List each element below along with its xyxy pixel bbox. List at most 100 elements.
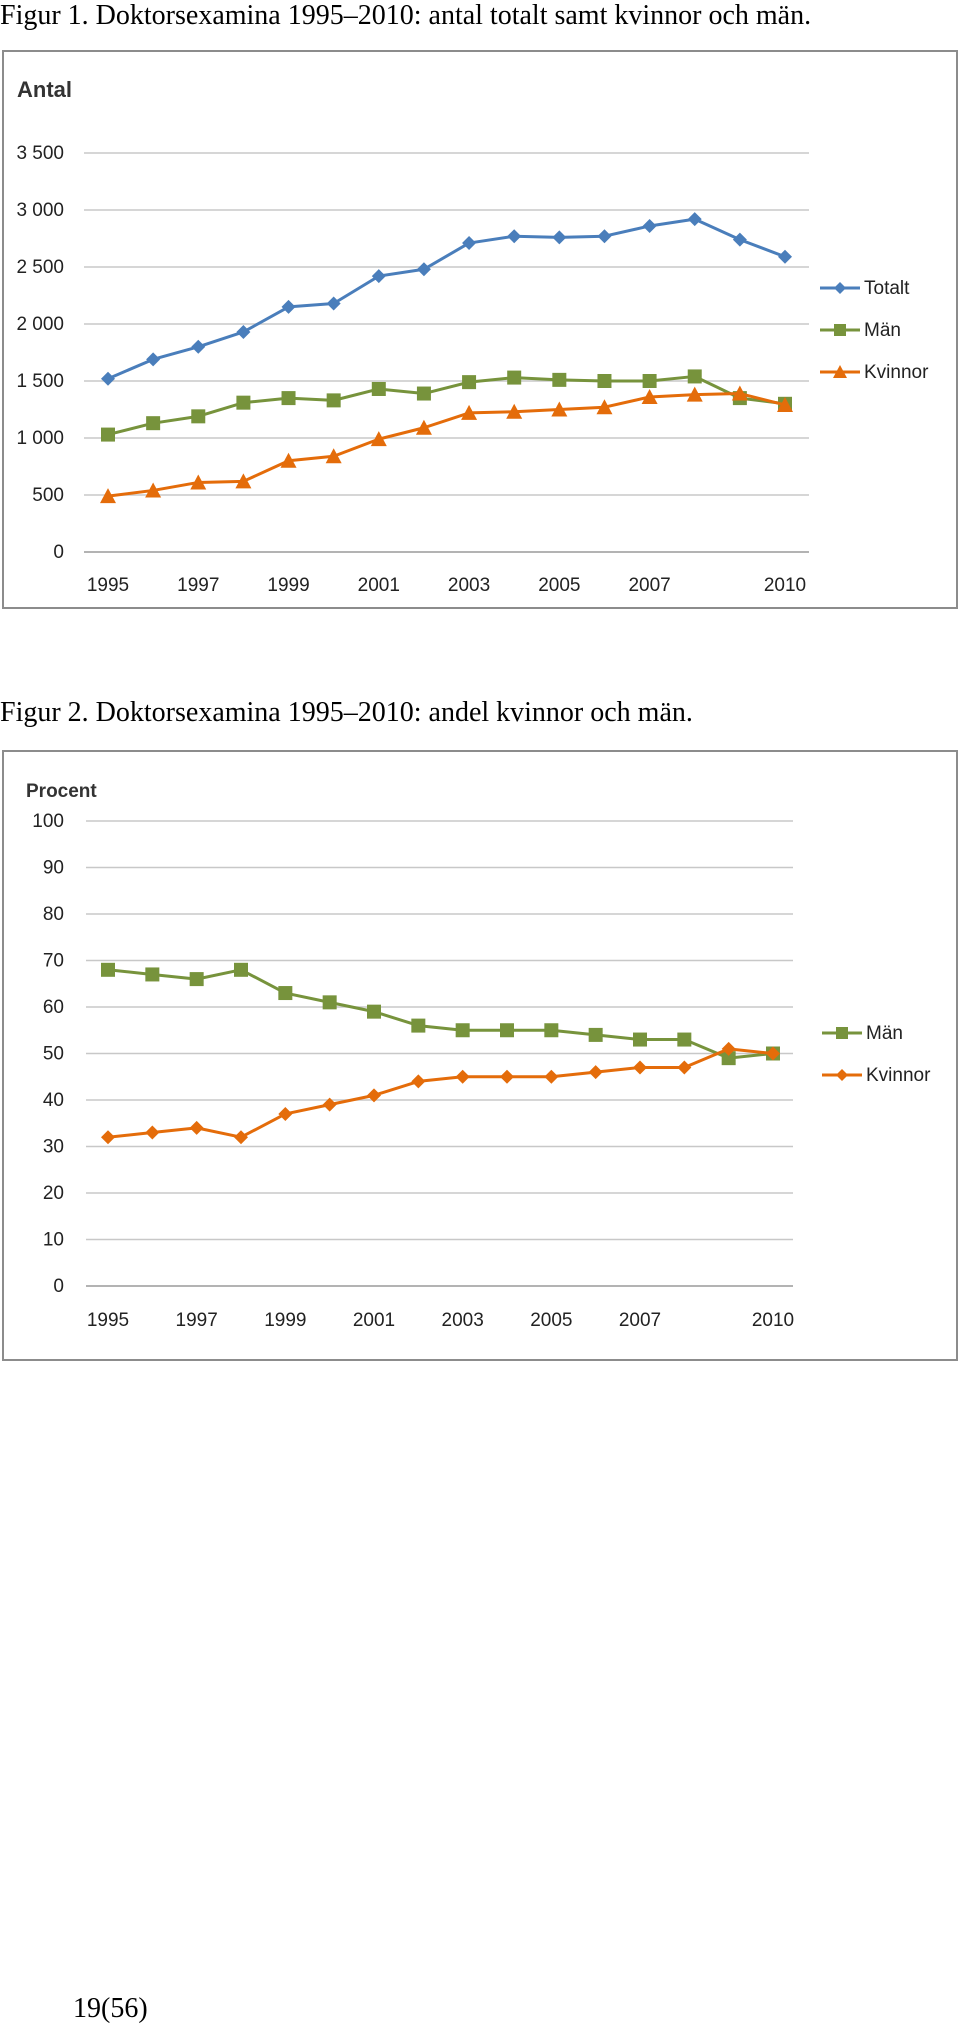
- figure-2-series-kvinnor-point: [322, 1097, 337, 1112]
- figure-1-y-tick-label: 1 000: [16, 428, 64, 449]
- figure-2-series-man-point: [500, 1023, 514, 1038]
- figure-1-x-tick-label: 2007: [628, 575, 670, 596]
- figure-1-series-man-point: [416, 386, 431, 401]
- figure-2-series-man-point: [189, 972, 204, 987]
- figure-2-series-man-point: [145, 967, 160, 982]
- figure-1-y-tick-label: 500: [32, 485, 64, 506]
- figure-2-y-tick-label: 70: [43, 951, 64, 972]
- figure-1-legend-item-kvinnor: Kvinnor: [820, 362, 929, 383]
- figure-2-series-man-point: [677, 1032, 692, 1047]
- figure-1-series-totalt-point: [416, 262, 431, 277]
- figure-2-series-kvinnor-point: [544, 1069, 559, 1084]
- figure-1-series-totalt-line: [107, 217, 786, 381]
- figure-1-series-kvinnor-point: [641, 388, 658, 404]
- figure-2-series-kvinnor-point: [455, 1069, 470, 1084]
- figure-1-series-man-point: [191, 409, 206, 424]
- figure-1-series-kvinnor-point: [145, 482, 162, 498]
- figure-1-series-kvinnor-point: [596, 399, 613, 415]
- figure-1-series-man-point: [552, 372, 567, 387]
- figure-1-series-totalt-point: [552, 230, 567, 245]
- figure-2-series-man-point: [588, 1027, 603, 1042]
- figure-2-series-man-point: [544, 1023, 559, 1038]
- page-number: 19(56): [73, 1993, 148, 2024]
- figure-1-series-man-point: [101, 427, 115, 442]
- figure-2-y-tick-label: 90: [43, 858, 64, 879]
- figure-1-series-totalt-point: [507, 229, 522, 244]
- figure-1-y-tick-label: 2 000: [16, 314, 64, 335]
- figure-2-legend-item-kvinnor: Kvinnor: [822, 1065, 931, 1086]
- figure-1-series-man-point: [281, 391, 296, 406]
- figure-2-y-tick-label: 40: [43, 1090, 64, 1111]
- figure-1-legend-item-totalt: Totalt: [820, 278, 910, 299]
- figure-1-series-man-point: [236, 395, 251, 410]
- figure-2-series-man-point: [101, 962, 115, 977]
- figure-1-series-totalt-point: [597, 229, 612, 244]
- figure-2-series-man-point: [455, 1023, 470, 1038]
- figure-2-series-kvinnor-point: [145, 1125, 160, 1140]
- figure-2-x-tick-label: 1995: [87, 1310, 129, 1331]
- figure-2-y-tick-label: 30: [43, 1137, 64, 1158]
- figure-1-series-kvinnor: [100, 385, 793, 504]
- figure-2-series-man: [101, 962, 780, 1066]
- figure-2-series-kvinnor-point: [189, 1120, 204, 1135]
- figure-1-series-totalt-point: [778, 249, 792, 264]
- figure-1-series-kvinnor-point: [551, 401, 568, 417]
- figure-2-y-tick-label: 60: [43, 997, 64, 1018]
- figure-1-series-kvinnor-point: [461, 404, 478, 420]
- figure-2-x-tick-label: 2007: [619, 1310, 661, 1331]
- figure-1-series-man-line: [107, 374, 786, 437]
- figure-1-legend-item-man: Män: [820, 320, 901, 341]
- figure-1-chart: Antal 0 500 1 000 1 500 2 000 2 500 3 000 3 500 1…: [16, 77, 929, 596]
- figure-1-x-tick-label: 1995: [87, 575, 129, 596]
- figure-1-x-tick-label: 1999: [267, 575, 309, 596]
- figure-1-series-totalt: [101, 212, 792, 386]
- figure-2-x-tick-label: 2003: [442, 1310, 484, 1331]
- figure-2-series-kvinnor-point: [721, 1041, 736, 1056]
- figure-2-y-tick-label: 100: [32, 811, 64, 832]
- figure-2-y-tick-label: 10: [43, 1230, 64, 1251]
- figure-1-series-man-point: [462, 375, 477, 390]
- figure-1-series-man-point: [326, 393, 341, 408]
- figure-1-legend-label: Kvinnor: [864, 362, 929, 383]
- figure-2-title: Procent: [26, 781, 97, 802]
- figure-2-y-tick-label: 50: [43, 1044, 64, 1065]
- figure-1-series-kvinnor-point: [415, 419, 432, 435]
- figure-1-legend-label: Totalt: [864, 278, 910, 299]
- figure-1-series-kvinnor-point: [190, 474, 207, 490]
- figure-1-series-kvinnor-point: [731, 385, 748, 401]
- figure-2-series-kvinnor-point: [677, 1060, 692, 1075]
- figure-2-y-tick-label: 20: [43, 1183, 64, 1204]
- figure-1-series-kvinnor-point: [686, 386, 703, 402]
- figure-2-chart-frame: Procent 0 10 20 30 40 50 60 70 80 90 100 1995 1997 199…: [2, 750, 958, 1361]
- figure-1-legend-label: Män: [864, 320, 901, 341]
- figure-1-series-totalt-point: [101, 371, 115, 386]
- figure-1-x-tick-label: 2010: [764, 575, 806, 596]
- figure-1-series-totalt-point: [642, 218, 657, 233]
- figure-2-legend-label: Män: [866, 1023, 903, 1044]
- figure-1-series-man-point: [507, 370, 522, 385]
- figure-1-series-man-point: [687, 369, 702, 384]
- figure-2-series-man-point: [234, 962, 248, 977]
- figure-2-x-tick-label: 2010: [752, 1310, 794, 1331]
- figure-2-series-man-point: [278, 986, 293, 1001]
- figure-1-series-totalt-point: [732, 232, 747, 247]
- figure-2-series-kvinnor-point: [278, 1106, 293, 1121]
- figure-2-series-kvinnor-point: [411, 1074, 426, 1089]
- figure-2-series-kvinnor-point: [588, 1065, 603, 1080]
- figure-2-series-man-point: [367, 1004, 381, 1019]
- figure-1-series-kvinnor-line: [107, 392, 786, 498]
- figure-1-series-kvinnor-point: [235, 473, 252, 489]
- figure-1-series-totalt-point: [236, 324, 251, 339]
- figure-1-series-totalt-point: [687, 212, 702, 227]
- figure-2-series-kvinnor-point: [766, 1046, 780, 1061]
- figure-2-x-tick-label: 2005: [530, 1310, 572, 1331]
- figure-2-legend-label: Kvinnor: [866, 1065, 931, 1086]
- figure-2-series-kvinnor-point: [101, 1130, 115, 1145]
- figure-1-series-kvinnor-point: [280, 452, 297, 468]
- figure-1-y-tick-label: 3 500: [16, 143, 64, 164]
- figure-2-series-man-line: [107, 968, 774, 1060]
- figure-1-y-tick-label: 2 500: [16, 257, 64, 278]
- figure-1-series-man-point: [597, 374, 612, 388]
- figure-1-y-tick-label: 0: [53, 542, 64, 563]
- figure-2-chart: Procent 0 10 20 30 40 50 60 70 80 90 100 1995 1997 199…: [26, 781, 931, 1331]
